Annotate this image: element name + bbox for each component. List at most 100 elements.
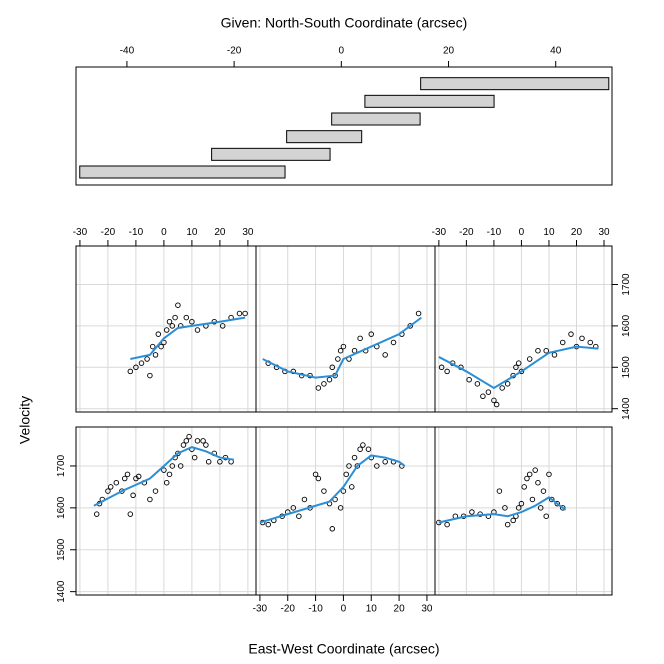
point <box>535 347 541 354</box>
point <box>163 479 170 486</box>
point <box>312 471 319 478</box>
point <box>158 343 164 350</box>
point <box>504 381 511 387</box>
point <box>390 339 397 346</box>
point <box>351 454 358 461</box>
point <box>169 323 176 329</box>
point <box>166 319 173 325</box>
point <box>205 459 212 465</box>
point <box>321 381 327 387</box>
point <box>365 446 372 452</box>
point <box>152 352 159 358</box>
point <box>444 368 450 375</box>
point <box>543 347 549 354</box>
fit-line <box>93 446 235 507</box>
point <box>466 376 472 383</box>
x-tick-label: -20 <box>459 227 474 238</box>
point <box>374 463 380 469</box>
point <box>113 479 120 486</box>
point <box>200 438 206 444</box>
panel-frame <box>255 245 436 413</box>
point <box>219 323 226 329</box>
point <box>407 323 413 329</box>
point <box>315 475 322 482</box>
point <box>183 438 190 444</box>
point <box>166 471 173 478</box>
point <box>121 475 128 482</box>
point <box>149 343 156 350</box>
point <box>444 521 450 528</box>
point <box>163 327 170 333</box>
x-tick-label: 10 <box>366 603 378 614</box>
fit-line <box>438 345 599 390</box>
y-tick-label: 1500 <box>56 538 67 561</box>
given-tick-label: 20 <box>443 46 455 57</box>
given-tick-label: 40 <box>550 46 562 57</box>
y-tick-label: 1400 <box>621 397 632 420</box>
given-interval <box>211 147 331 161</box>
point <box>587 339 594 346</box>
point <box>203 442 209 448</box>
point <box>340 343 347 350</box>
point <box>161 467 167 473</box>
point <box>518 368 525 375</box>
point <box>529 496 536 503</box>
fit-line <box>130 316 246 360</box>
point <box>177 463 184 469</box>
point <box>499 385 505 391</box>
given-title: Given: North-South Coordinate (arcsec) <box>221 15 468 31</box>
point <box>290 505 297 511</box>
point <box>175 302 181 308</box>
point <box>124 471 131 478</box>
point <box>548 496 555 503</box>
panel-frame <box>434 426 613 596</box>
point <box>537 505 544 511</box>
point <box>535 479 541 486</box>
x-tick-label: -30 <box>253 603 268 614</box>
point <box>340 488 347 494</box>
point <box>337 347 344 354</box>
point <box>133 364 139 371</box>
x-axis-label: East-West Coordinate (arcsec) <box>248 641 439 657</box>
point <box>172 314 178 321</box>
point <box>521 484 527 490</box>
panel-frame <box>434 245 613 413</box>
point <box>326 376 333 383</box>
point <box>551 352 558 358</box>
x-tick-label: -30 <box>73 227 88 238</box>
point <box>532 467 538 473</box>
point <box>127 511 134 517</box>
panel-frame <box>255 426 436 596</box>
y-tick-label: 1700 <box>621 273 632 296</box>
point <box>554 500 560 507</box>
point <box>546 471 552 478</box>
point <box>510 517 516 524</box>
y-tick-label: 1500 <box>621 356 632 379</box>
point <box>169 463 176 469</box>
x-tick-label: 10 <box>186 227 198 238</box>
point <box>346 463 352 469</box>
point <box>438 364 445 371</box>
point <box>540 488 547 494</box>
x-tick-label: 10 <box>543 227 555 238</box>
point <box>152 488 159 494</box>
point <box>543 513 549 519</box>
point <box>189 319 195 325</box>
point <box>559 339 566 346</box>
fit-line <box>259 454 406 524</box>
point <box>147 372 153 379</box>
point <box>321 488 327 494</box>
point <box>526 471 533 478</box>
point <box>502 505 508 511</box>
x-tick-label: -20 <box>101 227 116 238</box>
given-interval <box>364 94 495 108</box>
point <box>335 356 341 362</box>
point <box>236 310 243 317</box>
point <box>357 335 363 342</box>
point <box>474 381 481 387</box>
point <box>144 356 150 362</box>
point <box>194 327 201 333</box>
y-tick-label: 1700 <box>56 454 67 477</box>
point <box>315 385 322 391</box>
point <box>329 526 336 532</box>
